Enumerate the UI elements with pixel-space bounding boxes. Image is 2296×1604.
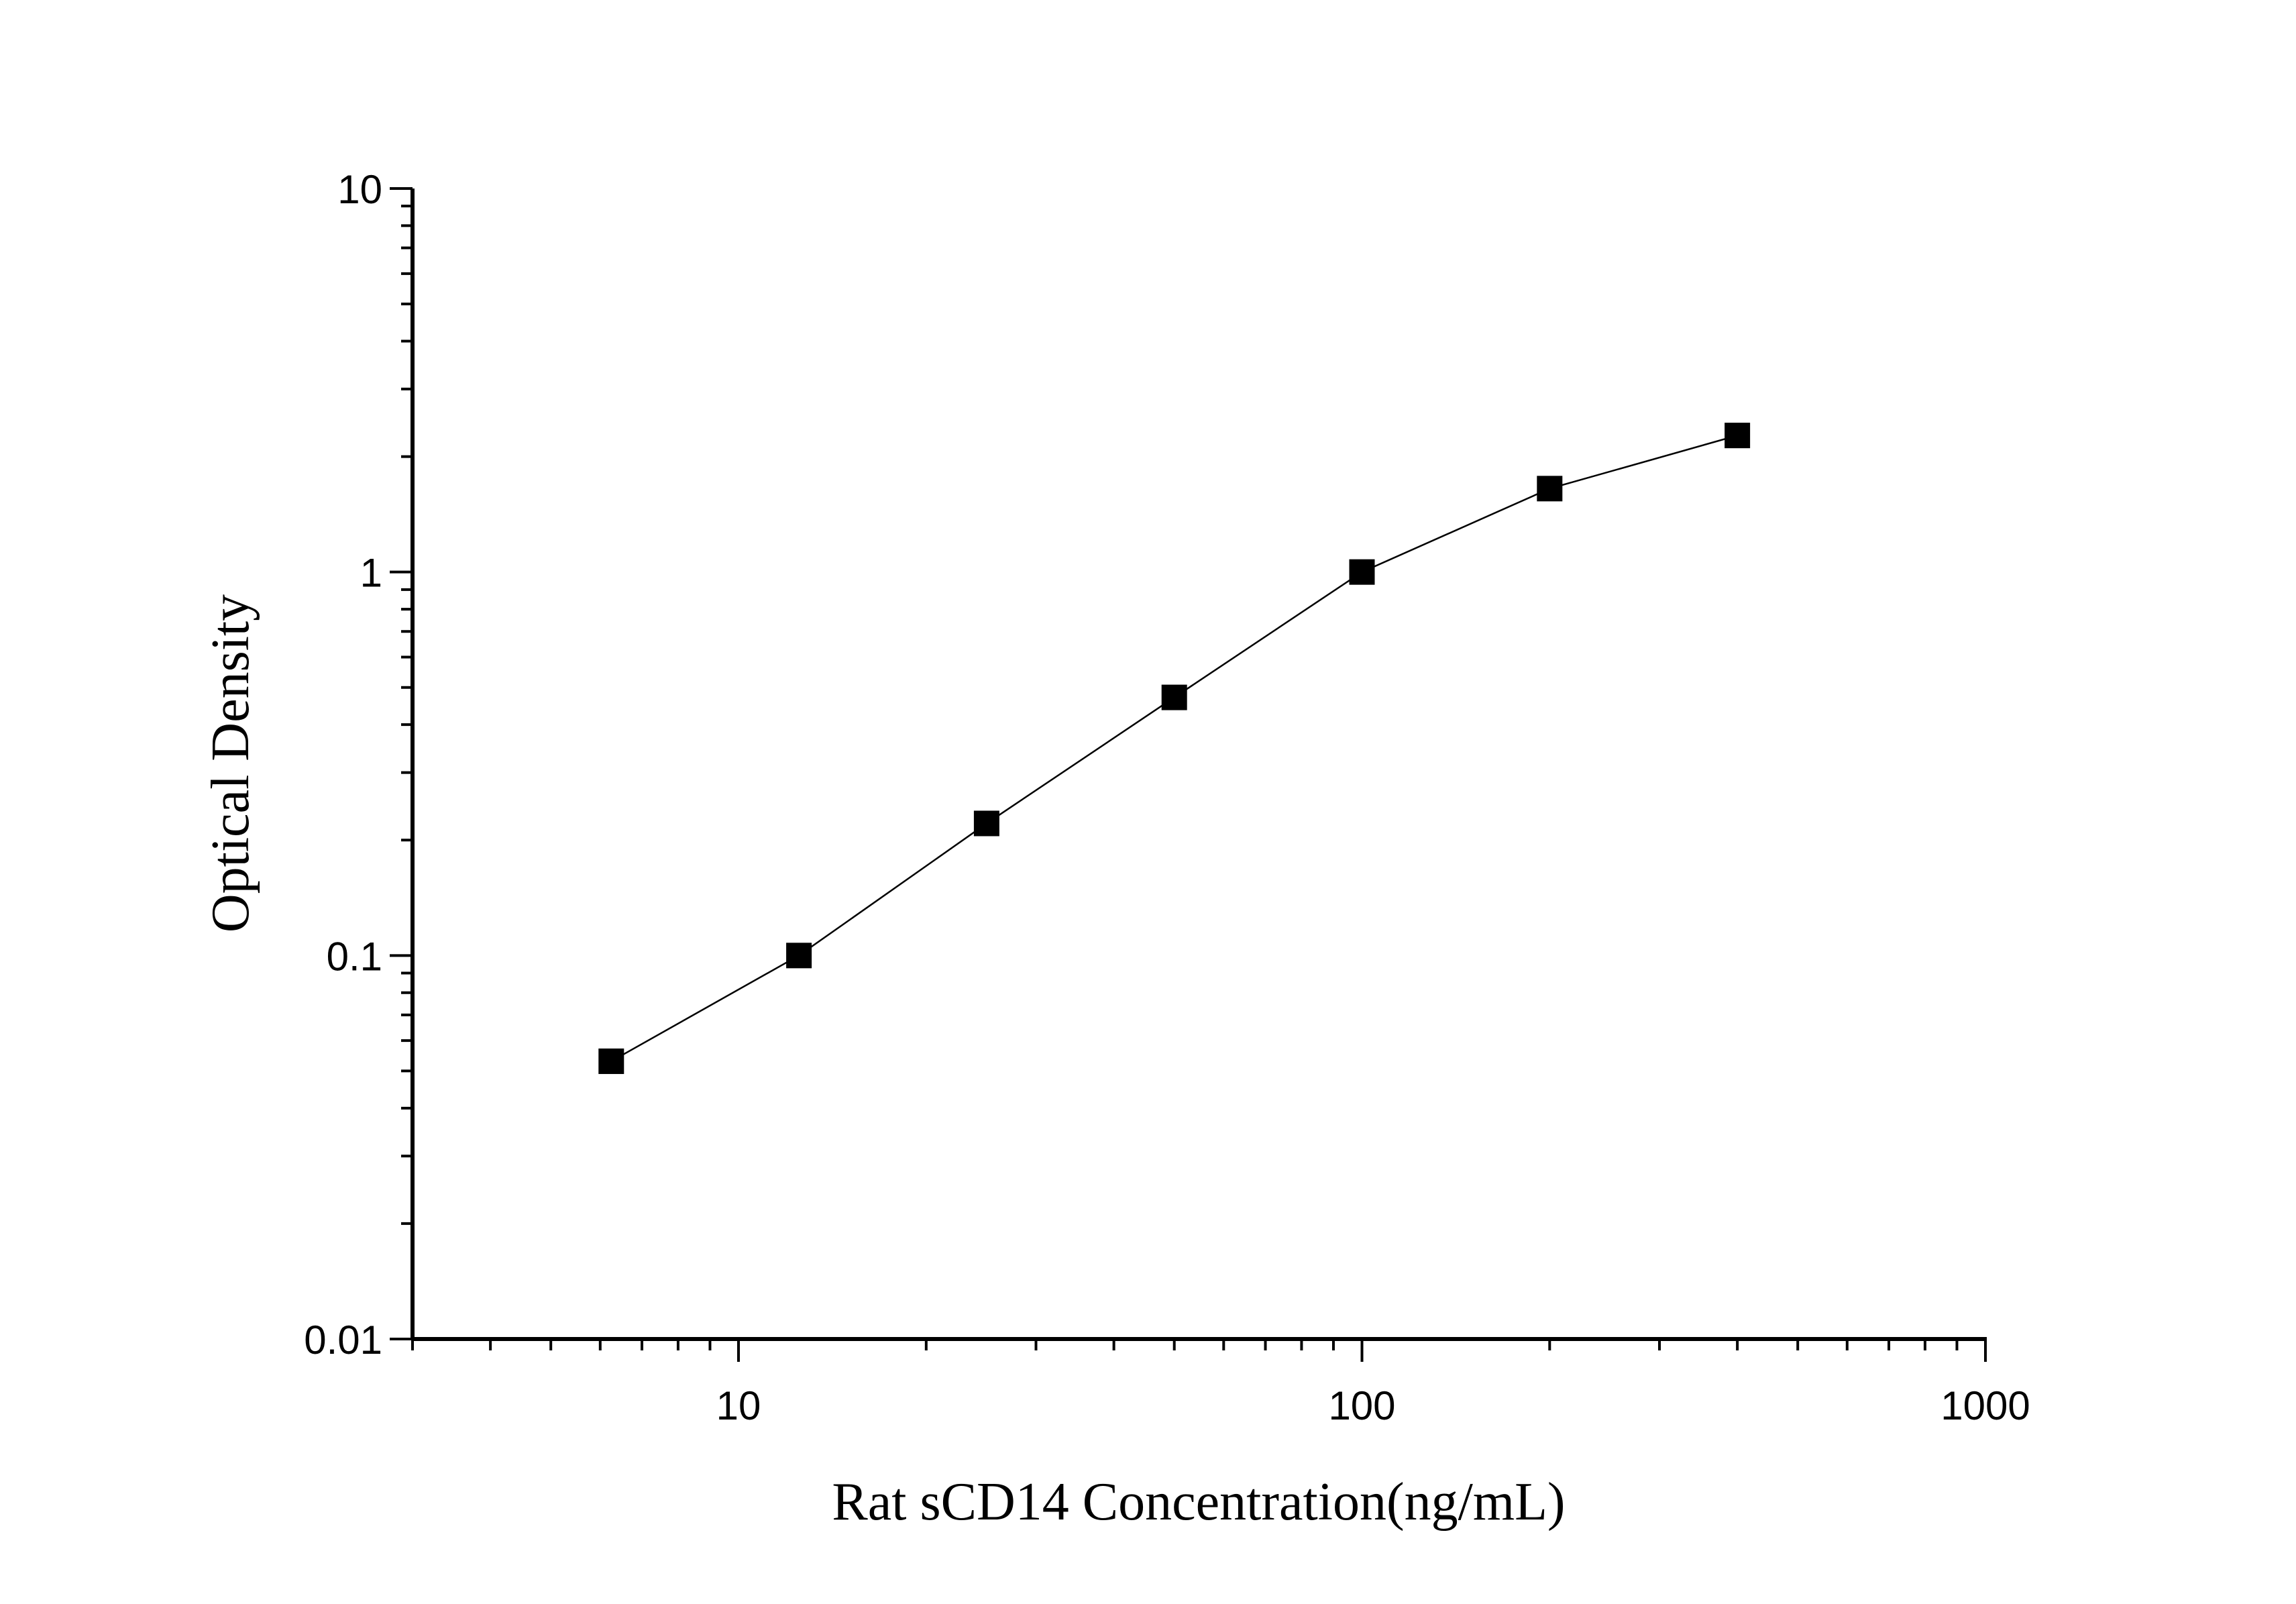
y-axis-title: Optical Density (201, 594, 260, 932)
series (598, 423, 1751, 1074)
data-point (598, 1048, 624, 1074)
data-point (973, 810, 999, 837)
y-tick-label: 1 (360, 551, 382, 596)
y-tick-label: 10 (337, 167, 382, 212)
data-point (1537, 476, 1563, 502)
data-point (1725, 423, 1751, 449)
data-point (1161, 684, 1187, 710)
y-tick-label: 0.01 (304, 1318, 382, 1362)
x-tick-label: 100 (1328, 1383, 1395, 1428)
data-point (786, 943, 812, 969)
x-tick-label: 10 (716, 1383, 761, 1428)
y-tick-label: 0.1 (327, 934, 382, 979)
x-tick-label: 1000 (1940, 1383, 2030, 1428)
x-axis-title: Rat sCD14 Concentration(ng/mL) (832, 1473, 1565, 1532)
ticks: 10 100 1000 0.01 0.1 1 10 (304, 167, 2030, 1428)
data-point (1349, 559, 1375, 585)
series-line (610, 434, 1738, 1063)
axes (411, 189, 1987, 1341)
